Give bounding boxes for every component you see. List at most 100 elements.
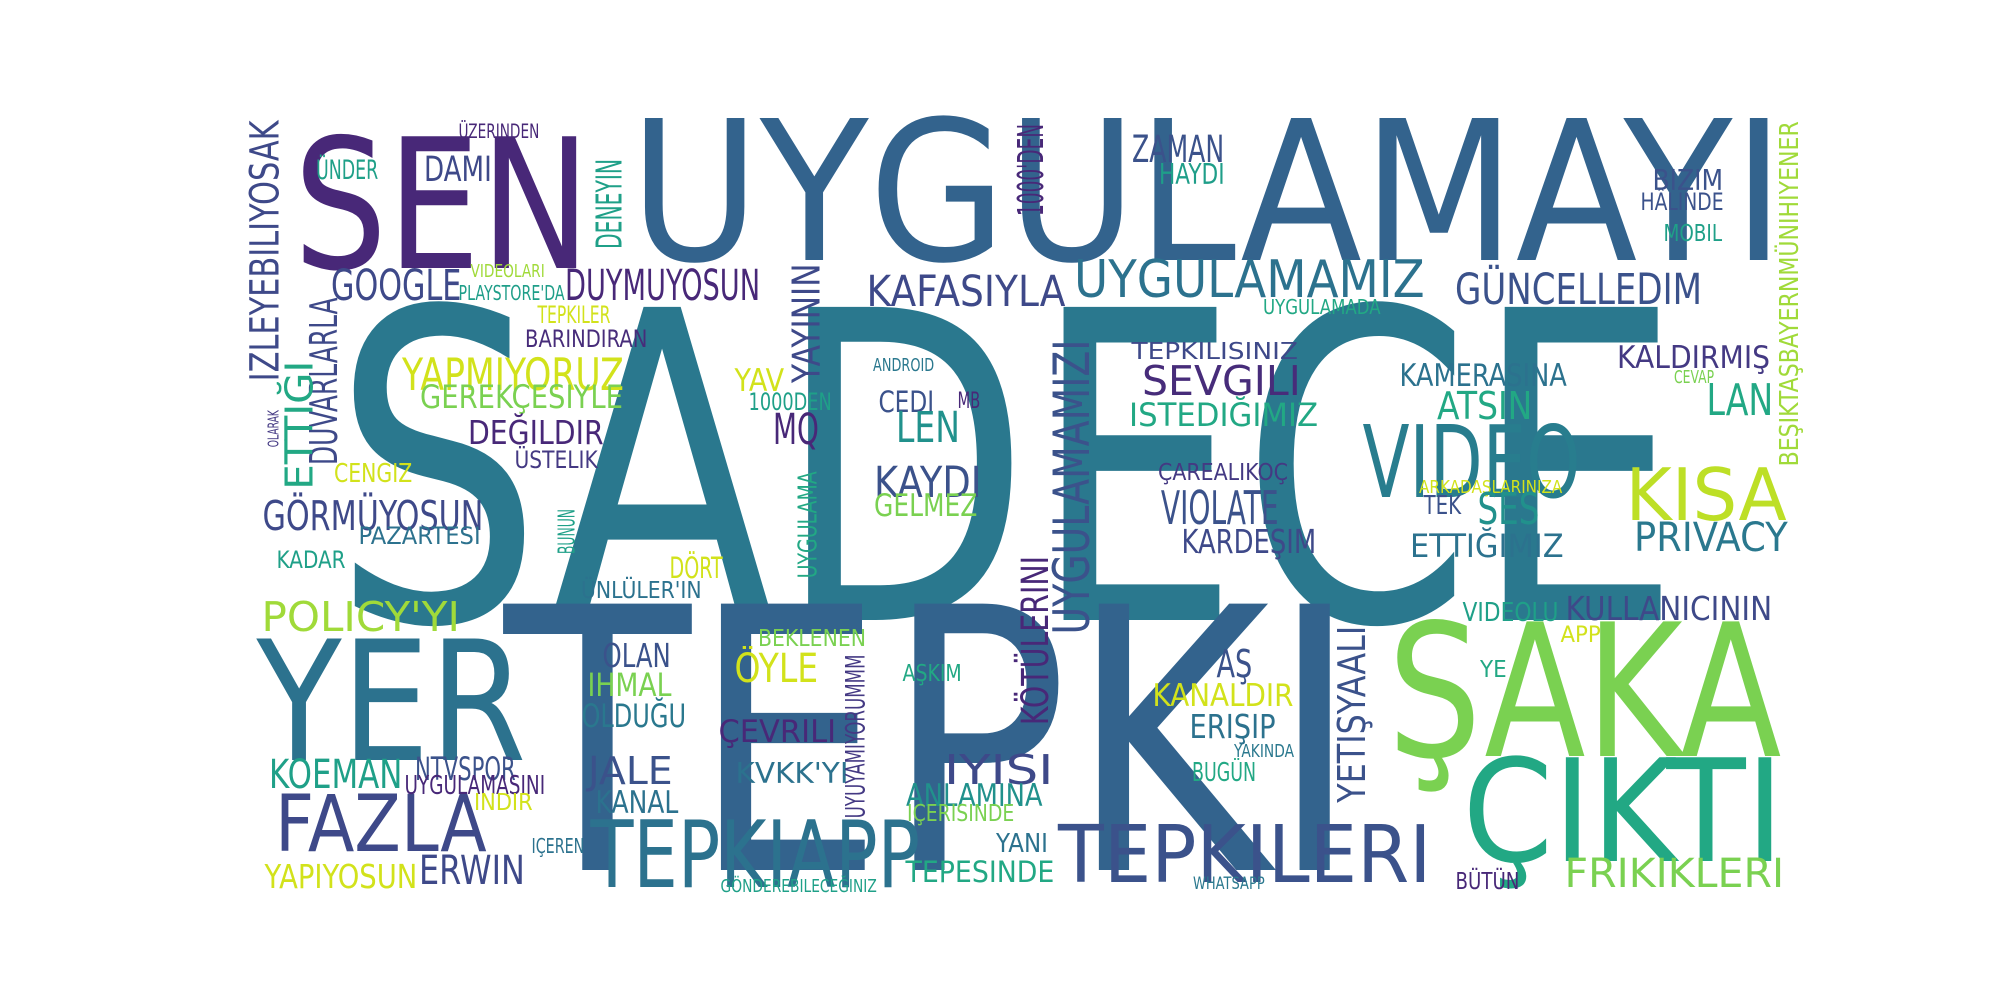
word-lan: LAN [1705, 376, 1773, 427]
word-yetisyaali: YETIŞYAALI [1329, 626, 1375, 803]
word-askim: AŞKIM [902, 661, 962, 688]
word-gonderebileceginiz: GÖNDEREBILECEĞINIZ [720, 876, 877, 898]
word-mq: MQ [772, 405, 819, 455]
word-tepkileri: TEPKILERI [1058, 808, 1432, 902]
word-sevgili: SEVGILI [1142, 357, 1301, 406]
word-uygulama: UYGULAMA [793, 470, 824, 579]
word-ettigi: ETTIĞI [276, 360, 322, 491]
word-cevrili: ÇEVRILI [717, 713, 836, 750]
word-ses: SES [1476, 485, 1539, 536]
word-as: AŞ [1215, 641, 1252, 687]
word-mobil: MOBIL [1662, 221, 1722, 248]
word-yav: YAV [733, 362, 784, 399]
word-app: APP [1560, 622, 1601, 648]
word-sadece: SADECE [331, 221, 1682, 722]
word-oyle: ÖYLE [733, 645, 818, 692]
word-under: ÜNDER [316, 155, 379, 187]
word-icerisinde: IÇERISINDE [907, 801, 1015, 828]
word-videolari: VIDEOLARI [470, 261, 545, 283]
word-policy-yi: POLICY'YI [260, 593, 460, 642]
word-ettigimiz: ETTIĞIMIZ [1409, 527, 1564, 566]
word-sen: SEN [293, 100, 591, 312]
word-uzerinden: ÜZERINDEN [457, 119, 539, 143]
word-izleyebiliyosak: IZLEYEBILIYOSAK [242, 120, 289, 381]
word-degildir: DEĞILDIR [467, 413, 604, 453]
word-kardesim: KARDEŞIM [1180, 522, 1316, 562]
word-uyuyamiyorummm: UYUYAMIYORUMMM [839, 654, 871, 818]
word-kotulerini: KÖTÜLERINI [1013, 555, 1058, 726]
word-tek: TEK [1422, 491, 1461, 522]
word-gerekcesiyle: GEREKÇESIYLE [420, 378, 623, 417]
word-deneyin: DENEYIN [589, 158, 631, 250]
word-tepki: TEPKI [503, 531, 1360, 957]
word-guncelledim: GÜNCELLEDIM [1454, 265, 1703, 315]
word-kvkk-yi: KVKK'YI [734, 756, 849, 790]
word-duymuyosun: DUYMUYOSUN [565, 261, 761, 311]
word-kullanicinin: KULLANICININ [1564, 589, 1772, 629]
word-kaydi: KAYDI [873, 458, 982, 508]
word-1000den: 1000DEN [748, 387, 832, 417]
word-zaman: ZAMAN [1132, 126, 1225, 171]
word-olarak: OLARAK [264, 409, 283, 448]
word-koeman: KOEMAN [269, 751, 403, 798]
word-cengiz: CENGIZ [334, 459, 413, 490]
word-yer: YER [255, 605, 526, 800]
word-unluler-in: ÜNLÜLER'IN [580, 578, 702, 605]
word-yakinda: YAKINDA [1234, 741, 1295, 763]
word-kamerasina: KAMERASINA [1399, 357, 1567, 394]
word-erisip: ERIŞIP [1189, 707, 1276, 747]
word-videolu: VIDEOLU [1461, 598, 1558, 629]
word-uygulamada: UYGULAMADA [1262, 294, 1381, 319]
word-pazartesi: PAZARTESI [358, 521, 481, 551]
word-1000-den: 1000'DEN [1011, 123, 1053, 217]
word-uygulamayi: UYGULAMAYI [628, 78, 1785, 306]
word-google: GOOGLE [331, 261, 462, 311]
word-ustelik: ÜSTELIK [514, 445, 598, 475]
word-oldugu: OLDUĞU [580, 697, 686, 736]
word-tepkiler: TEPKILER [536, 300, 610, 330]
word-len: LEN [895, 403, 960, 453]
word-atsin: ATSIN [1437, 383, 1533, 429]
word-video: VIDEO [1361, 404, 1580, 521]
word-yapiyosun: YAPIYOSUN [263, 857, 417, 897]
word-butun: BÜTÜN [1454, 869, 1519, 896]
word-yani: YANI [995, 829, 1048, 860]
word-ihmal: IHMAL [586, 666, 671, 705]
word-kanal: KANAL [594, 784, 678, 821]
word-tepesinde: TEPESINDE [904, 854, 1054, 889]
word-kafasiyla: KAFASIYLA [865, 267, 1065, 317]
word-saka: ŞAKA [1387, 584, 1781, 800]
word-ntvspor: NTVSPOR [414, 750, 516, 789]
word-ye: YE [1479, 657, 1507, 684]
word-violate: VIOLATE [1160, 480, 1279, 535]
word-dami: DAMI [423, 150, 492, 191]
word-besiktasbayernmunihiyener: BEŞIKTAŞBAYERNMÜNIHIYENER [1774, 120, 1805, 467]
word-frikikleri: FRIKIKLERI [1564, 850, 1784, 897]
word-iyisi: IYISI [943, 746, 1054, 795]
word-gelmez: GELMEZ [874, 487, 978, 524]
word-arkadaslariniza: ARKADAŞLARINIZA [1419, 477, 1563, 499]
word-tepkiapp: TEPKIAPP [589, 800, 920, 909]
word-erwin: ERWIN [418, 847, 525, 894]
word-iceren: IÇEREN [530, 833, 584, 858]
word-cevap: CEVAP [1674, 367, 1715, 389]
word-kanaldir: KANALDIR [1152, 677, 1293, 714]
word-uygulamamiz: UYGULAMAMIZ [1073, 250, 1425, 311]
word-beklenen: BEKLENEN [758, 626, 867, 653]
word-tepkilisiniz: TEPKILISINIZ [1130, 339, 1298, 366]
word-playstore-da: PLAYSTORE'DA [458, 280, 565, 305]
word-carealikoc: ÇAREALIKOÇ [1158, 460, 1289, 487]
word-kadar: KADAR [276, 545, 346, 575]
word-haydi: HAYDI [1158, 157, 1225, 191]
word-bizim: BIZIM [1651, 163, 1723, 197]
word-android: ANDROID [873, 355, 935, 377]
word-jale: JALE [588, 748, 673, 794]
word-privacy: PRIVACY [1633, 514, 1788, 561]
word-uygulamasini: UYGULAMASINI [403, 771, 545, 802]
word-yayinin: YAYININ [784, 263, 830, 383]
word-bugun: BUGÜN [1192, 758, 1257, 789]
word-whatsapp: WHATSAPP [1192, 874, 1265, 894]
word-cedi: CEDI [877, 384, 934, 419]
word-anlamina: ANLAMINA [905, 777, 1043, 814]
